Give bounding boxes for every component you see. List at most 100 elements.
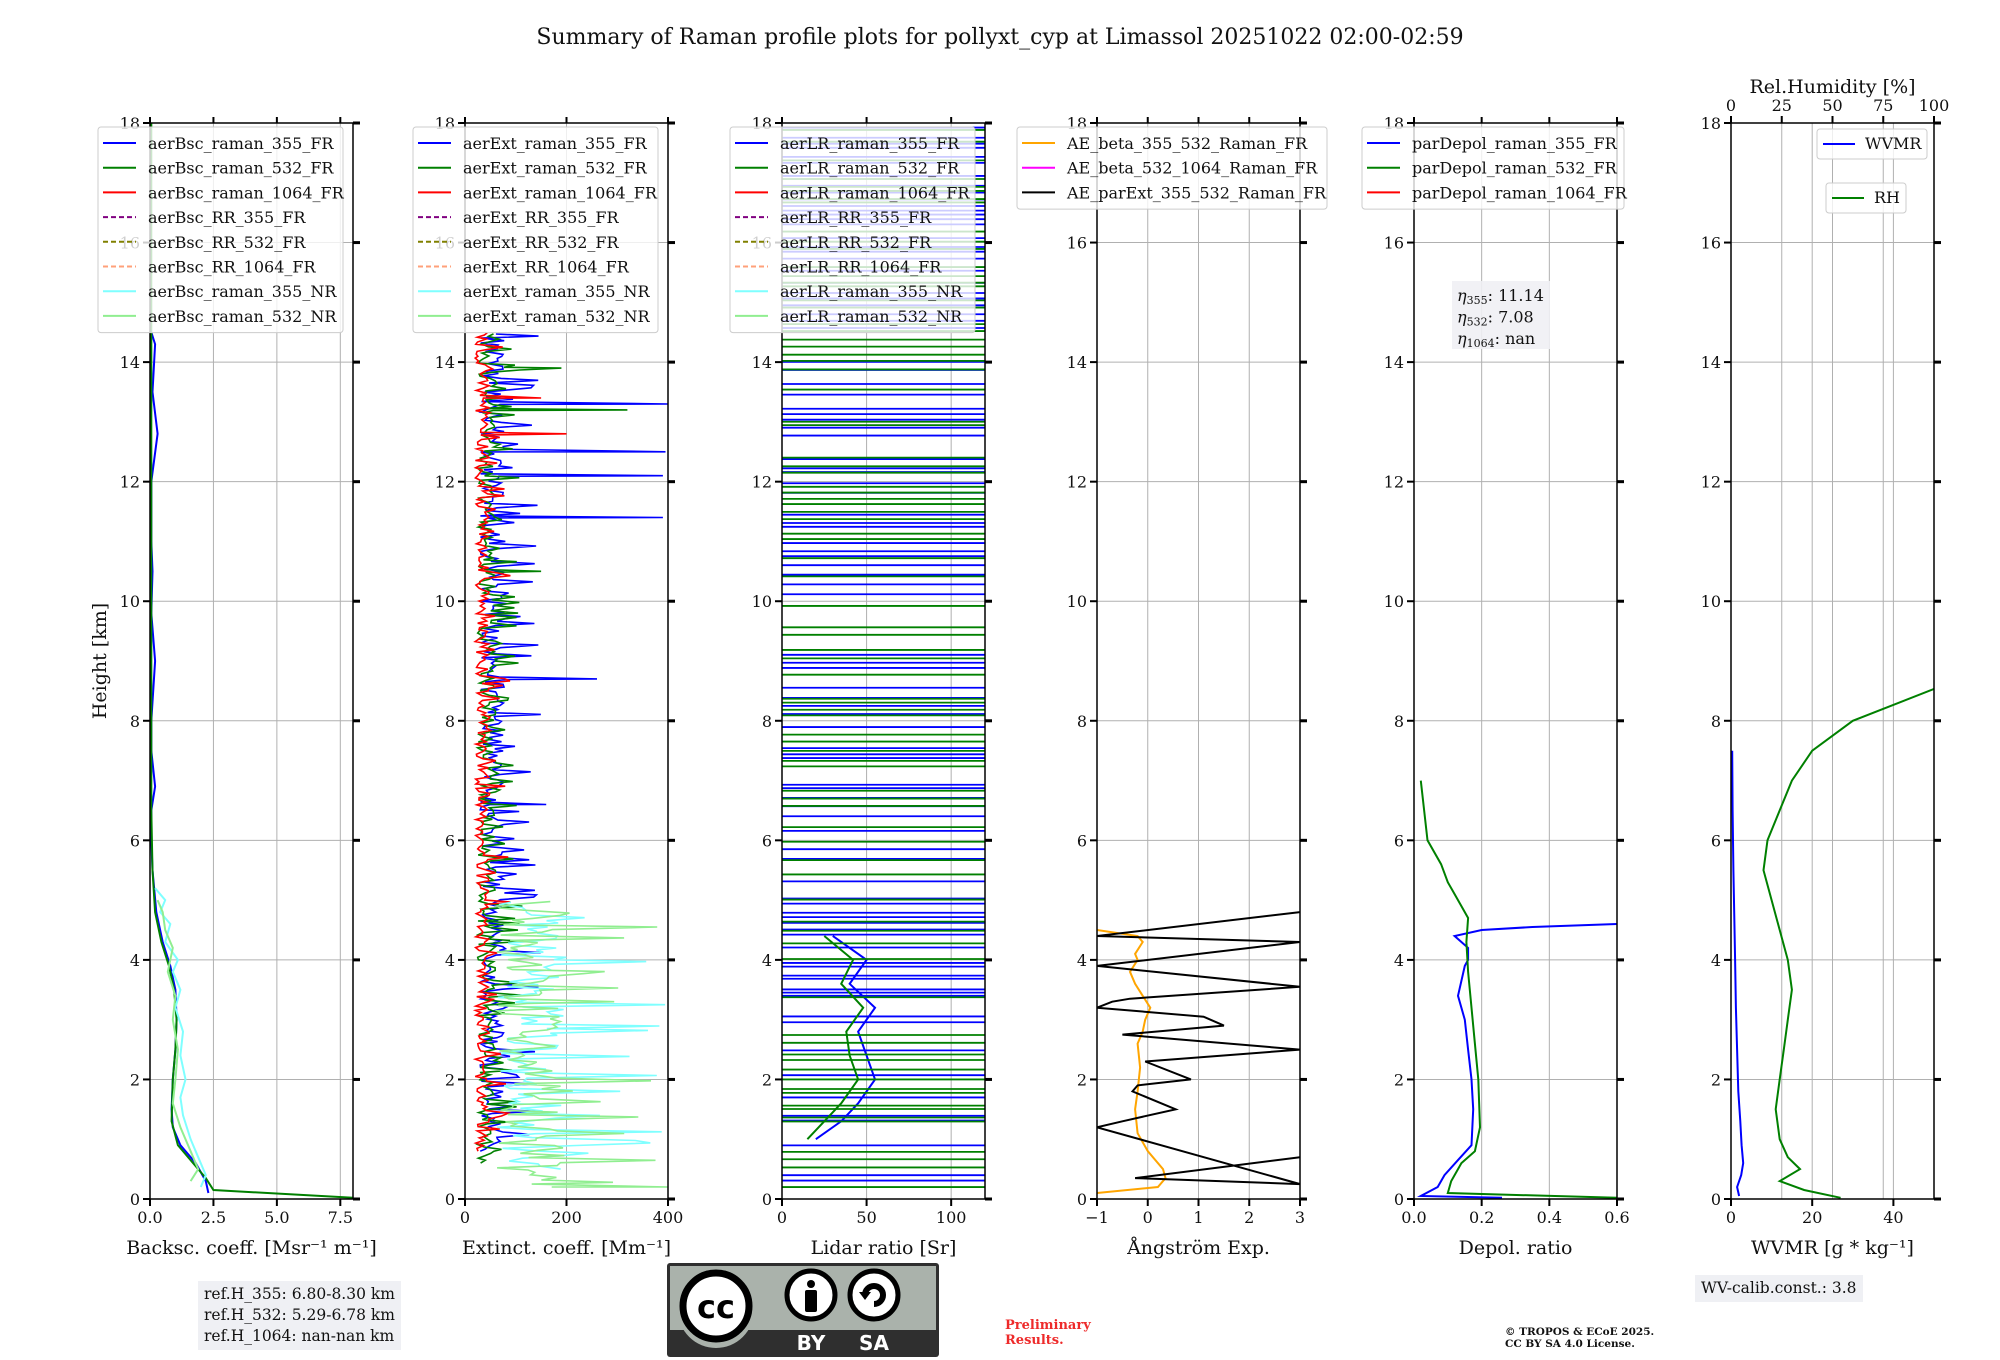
series-aerBsc_raman_355_FR [150,331,210,1194]
y-tick-label: 14 [1384,353,1404,372]
y-tick-label: 12 [752,473,772,492]
y-tick-label: 14 [752,353,772,372]
legend-label: aerLR_RR_1064_FR [780,258,942,277]
legend-label: aerExt_raman_532_FR [463,159,648,178]
reference-height-box: ref.H_355: 6.80-8.30 km ref.H_532: 5.29-… [198,1281,401,1350]
cc-by-sa-license-badge: cc BY SA [667,1263,939,1357]
y-tick-label: 8 [1394,712,1404,731]
top-x-tick-label: 0 [1726,96,1736,115]
attribution-head [807,1280,815,1288]
legend: parDepol_raman_355_FR parDepol_raman_532_… [1361,126,1628,210]
series-aerExt_raman_532_NR [494,900,668,1188]
panel-extinction: 0246810121416180200400Extinct. coeff. [M… [412,114,683,1259]
legend-label: aerLR_raman_355_NR [780,282,963,301]
y-tick-label: 4 [1394,951,1404,970]
y-tick-label: 0 [445,1190,455,1209]
y-tick-label: 10 [1701,592,1721,611]
x-tick-label: 3 [1295,1208,1305,1227]
legend-label: aerLR_RR_532_FR [780,233,932,252]
legend-wvmr: WVMR [1816,128,1928,160]
y-tick-label: 4 [445,951,455,970]
legend-label: aerExt_RR_355_FR [463,208,620,227]
plot-area [1416,780,1617,1199]
y-tick-label: 14 [1701,353,1721,372]
x-tick-label: 5.0 [264,1208,289,1227]
legend-label: aerBsc_raman_355_FR [148,134,334,153]
top-x-tick-label: 50 [1822,96,1842,115]
y-tick-label: 14 [120,353,140,372]
legend-label: aerLR_RR_355_FR [780,208,932,227]
ref-height-532: ref.H_532: 5.29-6.78 km [204,1306,395,1324]
y-tick-label: 4 [130,951,140,970]
legend-label: aerExt_raman_1064_FR [463,183,658,202]
legend-label: aerExt_raman_355_NR [463,282,651,301]
plot-area [1731,687,1934,1199]
y-tick-label: 12 [435,473,455,492]
legend: aerExt_raman_355_FR aerExt_raman_532_FRae… [412,126,659,334]
y-tick-label: 6 [130,831,140,850]
y-tick-label: 12 [1067,473,1087,492]
y-tick-label: 2 [130,1070,140,1089]
badge-sa-label: SA [859,1331,889,1355]
x-tick-label: −1 [1085,1208,1109,1227]
legend-frame [97,126,344,334]
series-WVMR [1731,750,1745,1197]
y-tick-label: 10 [435,592,455,611]
y-tick-label: 6 [445,831,455,850]
legend-label: aerExt_raman_532_NR [463,307,651,326]
cc-icon-text: cc [697,1288,735,1326]
legend-label: aerBsc_raman_1064_FR [148,183,345,202]
y-tick-label: 10 [1384,592,1404,611]
y-tick-label: 18 [1701,114,1721,133]
x-tick-label: 40 [1883,1208,1903,1227]
series-AE_beta_355_532_Raman_FR [1097,929,1167,1194]
y-tick-label: 0 [762,1190,772,1209]
y-tick-label: 2 [1711,1070,1721,1089]
y-tick-label: 6 [1394,831,1404,850]
x-tick-label: 2 [1244,1208,1254,1227]
top-x-axis-label: Rel.Humidity [%] [1749,76,1915,98]
y-tick-label: 16 [1384,234,1404,253]
y-tick-label: 8 [445,712,455,731]
series-aerBsc_raman_532_NR [156,899,200,1182]
copyright-note: © TROPOS & ECoE 2025. CC BY SA 4.0 Licen… [1505,1326,1654,1350]
ref-height-355: ref.H_355: 6.80-8.30 km [204,1285,395,1303]
figure-title: Summary of Raman profile plots for polly… [536,25,1463,50]
x-tick-label: 0 [777,1208,787,1227]
legend-label: aerExt_RR_1064_FR [463,258,630,277]
attribution-body [805,1290,817,1312]
legend-label: AE_beta_532_1064_Raman_FR [1066,159,1318,178]
y-tick-label: 0 [1394,1190,1404,1209]
y-tick-label: 2 [762,1070,772,1089]
y-tick-label: 2 [1394,1070,1404,1089]
legend-label: aerExt_raman_355_FR [463,134,648,153]
y-tick-label: 0 [1711,1190,1721,1209]
y-tick-label: 6 [1711,831,1721,850]
legend-label: WVMR [1865,134,1922,153]
cc-icon [679,1269,753,1343]
legend-label: aerLR_raman_532_NR [780,307,963,326]
y-tick-label: 6 [762,831,772,850]
x-tick-label: 1 [1193,1208,1203,1227]
series-parDepol_raman_355_FR [1416,923,1617,1199]
axes-frame [149,122,354,1200]
y-tick-label: 10 [120,592,140,611]
y-tick-label: 12 [1701,473,1721,492]
y-tick-label: 0 [130,1190,140,1209]
x-tick-label: 50 [856,1208,876,1227]
top-x-tick-label: 100 [1919,96,1950,115]
copyright-line-2: CC BY SA 4.0 License. [1505,1338,1635,1350]
y-tick-label: 8 [762,712,772,731]
top-x-tick-label: 25 [1772,96,1792,115]
legend-label: parDepol_raman_355_FR [1412,134,1618,153]
y-tick-label: 6 [1077,831,1087,850]
legend-label: aerLR_raman_1064_FR [780,183,970,202]
legend: AE_beta_355_532_Raman_FR AE_beta_532_1064… [1016,126,1328,210]
badge-by-label: BY [797,1331,826,1355]
legend-frame [1016,126,1328,210]
y-tick-label: 14 [1067,353,1087,372]
y-tick-label: 12 [120,473,140,492]
x-tick-label: 0 [460,1208,470,1227]
eta-value-532: η532: 7.08 [1457,308,1534,329]
x-axis-label: Extinct. coeff. [Mm⁻¹] [462,1237,671,1259]
